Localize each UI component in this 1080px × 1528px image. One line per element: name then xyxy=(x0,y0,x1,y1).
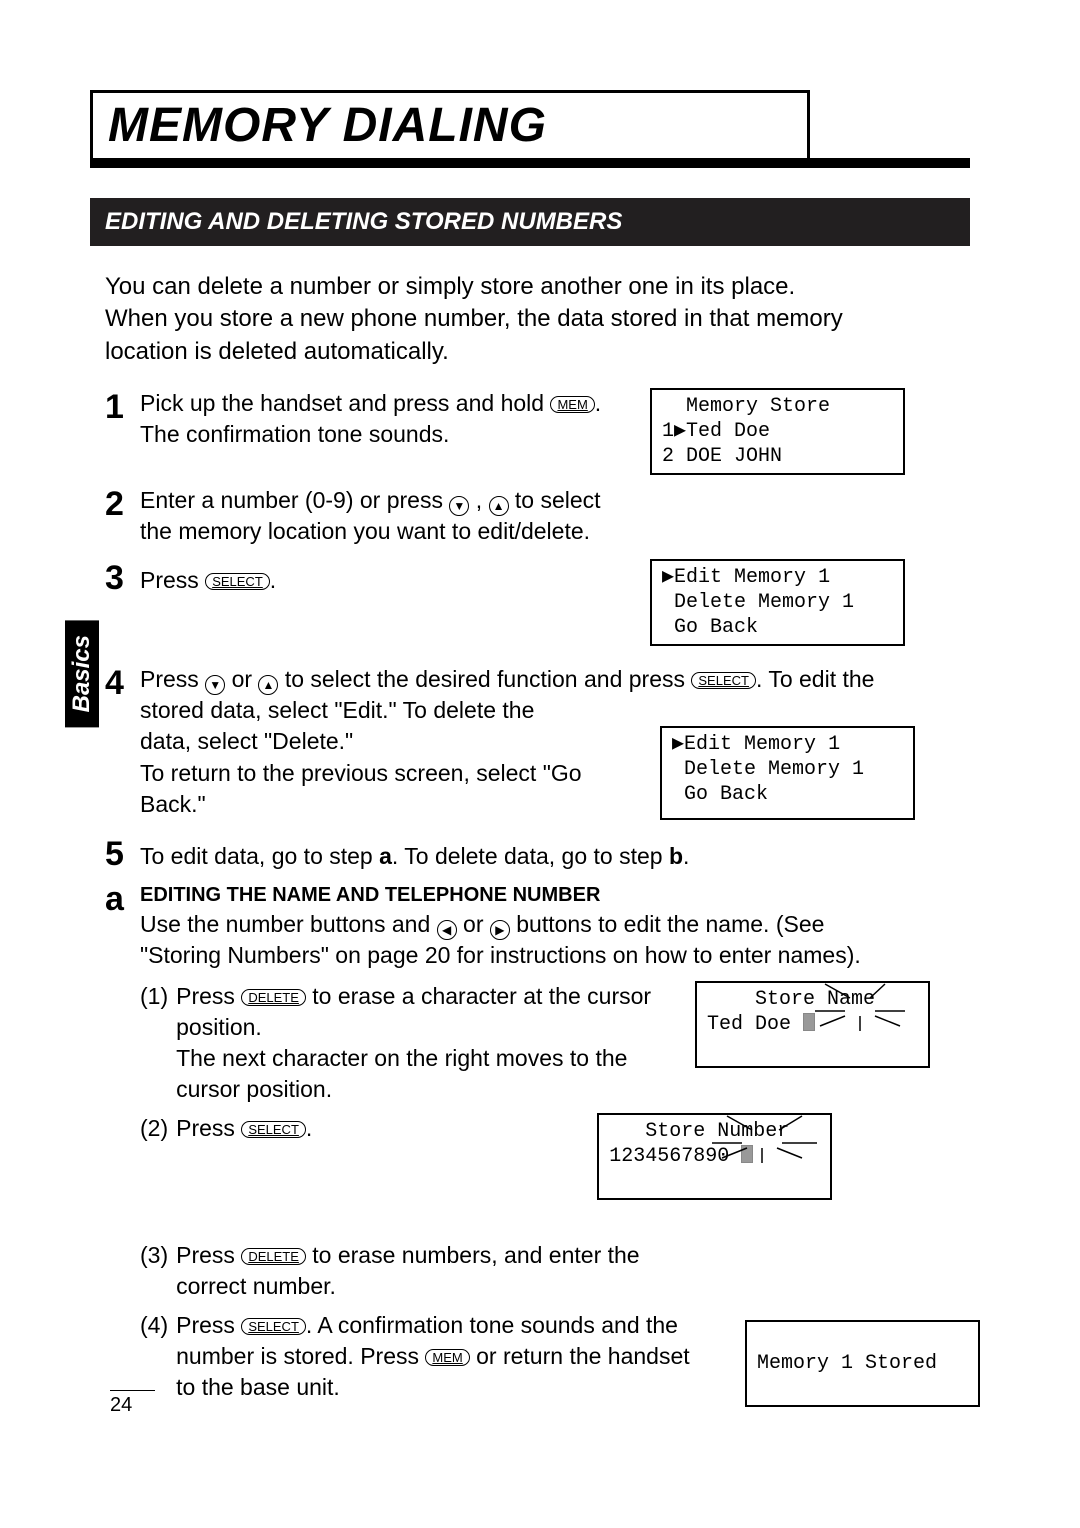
down-arrow-icon: ▼ xyxy=(449,496,469,516)
sub3-pre: Press xyxy=(176,1242,241,1268)
step-3-num: 3 xyxy=(105,561,140,595)
intro-text: You can delete a number or simply store … xyxy=(105,271,860,368)
annotation-lines-name xyxy=(815,976,915,1036)
select-button-icon: SELECT xyxy=(241,1318,306,1335)
lcd-memory-stored: Memory 1 Stored xyxy=(745,1320,980,1407)
down-arrow-icon: ▼ xyxy=(205,675,225,695)
step-4-pre: Press xyxy=(140,666,205,692)
step-5-c: . xyxy=(683,843,689,869)
section-header: EDITING AND DELETING STORED NUMBERS xyxy=(90,198,970,246)
page-title: MEMORY DIALING xyxy=(90,90,810,158)
step-4-mid2: to select the desired function and press xyxy=(285,666,692,692)
step-a-body-mid: or xyxy=(463,911,490,937)
up-arrow-icon: ▲ xyxy=(258,675,278,695)
sub2-num: (2) xyxy=(140,1113,168,1144)
step-5-bold-b: b xyxy=(669,843,683,869)
page-number: 24 xyxy=(110,1390,155,1417)
step-a-body-pre: Use the number buttons and xyxy=(140,911,437,937)
step-5-bold-a: a xyxy=(379,843,392,869)
up-arrow-icon: ▲ xyxy=(489,496,509,516)
select-button-icon: SELECT xyxy=(691,672,756,689)
step-a-heading: EDITING THE NAME AND TELEPHONE NUMBER xyxy=(140,882,870,909)
lcd4-l2a: Ted Doe xyxy=(707,1013,791,1036)
comma: , xyxy=(476,487,489,513)
sub1-num: (1) xyxy=(140,981,168,1105)
step-4-mid1: or xyxy=(232,666,259,692)
sub2-pre: Press xyxy=(176,1115,241,1141)
step-2-pre: Enter a number (0-9) or press xyxy=(140,487,449,513)
mem-button-icon: MEM xyxy=(550,396,594,413)
step-3-pre: Press xyxy=(140,567,205,593)
side-tab-basics: Basics xyxy=(65,620,99,727)
lcd-edit-memory-2: ▶Edit Memory 1 Delete Memory 1 Go Back xyxy=(660,726,915,819)
step-a-letter: a xyxy=(105,882,140,916)
cursor-icon xyxy=(803,1013,815,1031)
lcd-edit-memory-1: ▶Edit Memory 1 Delete Memory 1 Go Back xyxy=(650,559,905,646)
sub4-pre: Press xyxy=(176,1312,241,1338)
select-button-icon: SELECT xyxy=(205,573,270,590)
step-1-num: 1 xyxy=(105,390,140,424)
step-5-b: . To delete data, go to step xyxy=(392,843,669,869)
mem-button-icon: MEM xyxy=(425,1349,469,1366)
lcd-memory-store: Memory Store 1▶Ted Doe 2 DOE JOHN xyxy=(650,388,905,475)
step-1-pre: Pick up the handset and press and hold xyxy=(140,390,550,416)
step-4-post2: To return to the previous screen, select… xyxy=(140,760,582,817)
step-2-num: 2 xyxy=(105,487,140,521)
step-4-post1b: data, select "Delete." xyxy=(140,728,353,754)
sub1-line2: The next character on the right moves to… xyxy=(176,1045,627,1102)
right-arrow-icon: ▶ xyxy=(490,920,510,940)
delete-button-icon: DELETE xyxy=(241,989,306,1006)
title-underline xyxy=(90,158,970,168)
annotation-lines-number xyxy=(707,1108,827,1168)
select-button-icon: SELECT xyxy=(241,1121,306,1138)
step-4-num: 4 xyxy=(105,666,140,700)
sub3-num: (3) xyxy=(140,1240,168,1302)
delete-button-icon: DELETE xyxy=(241,1248,306,1265)
sub1-pre: Press xyxy=(176,983,241,1009)
step-5-num: 5 xyxy=(105,837,140,871)
left-arrow-icon: ◀ xyxy=(437,920,457,940)
sub2-post: . xyxy=(306,1115,312,1141)
step-5-a: To edit data, go to step xyxy=(140,843,379,869)
step-3-post: . xyxy=(270,567,276,593)
